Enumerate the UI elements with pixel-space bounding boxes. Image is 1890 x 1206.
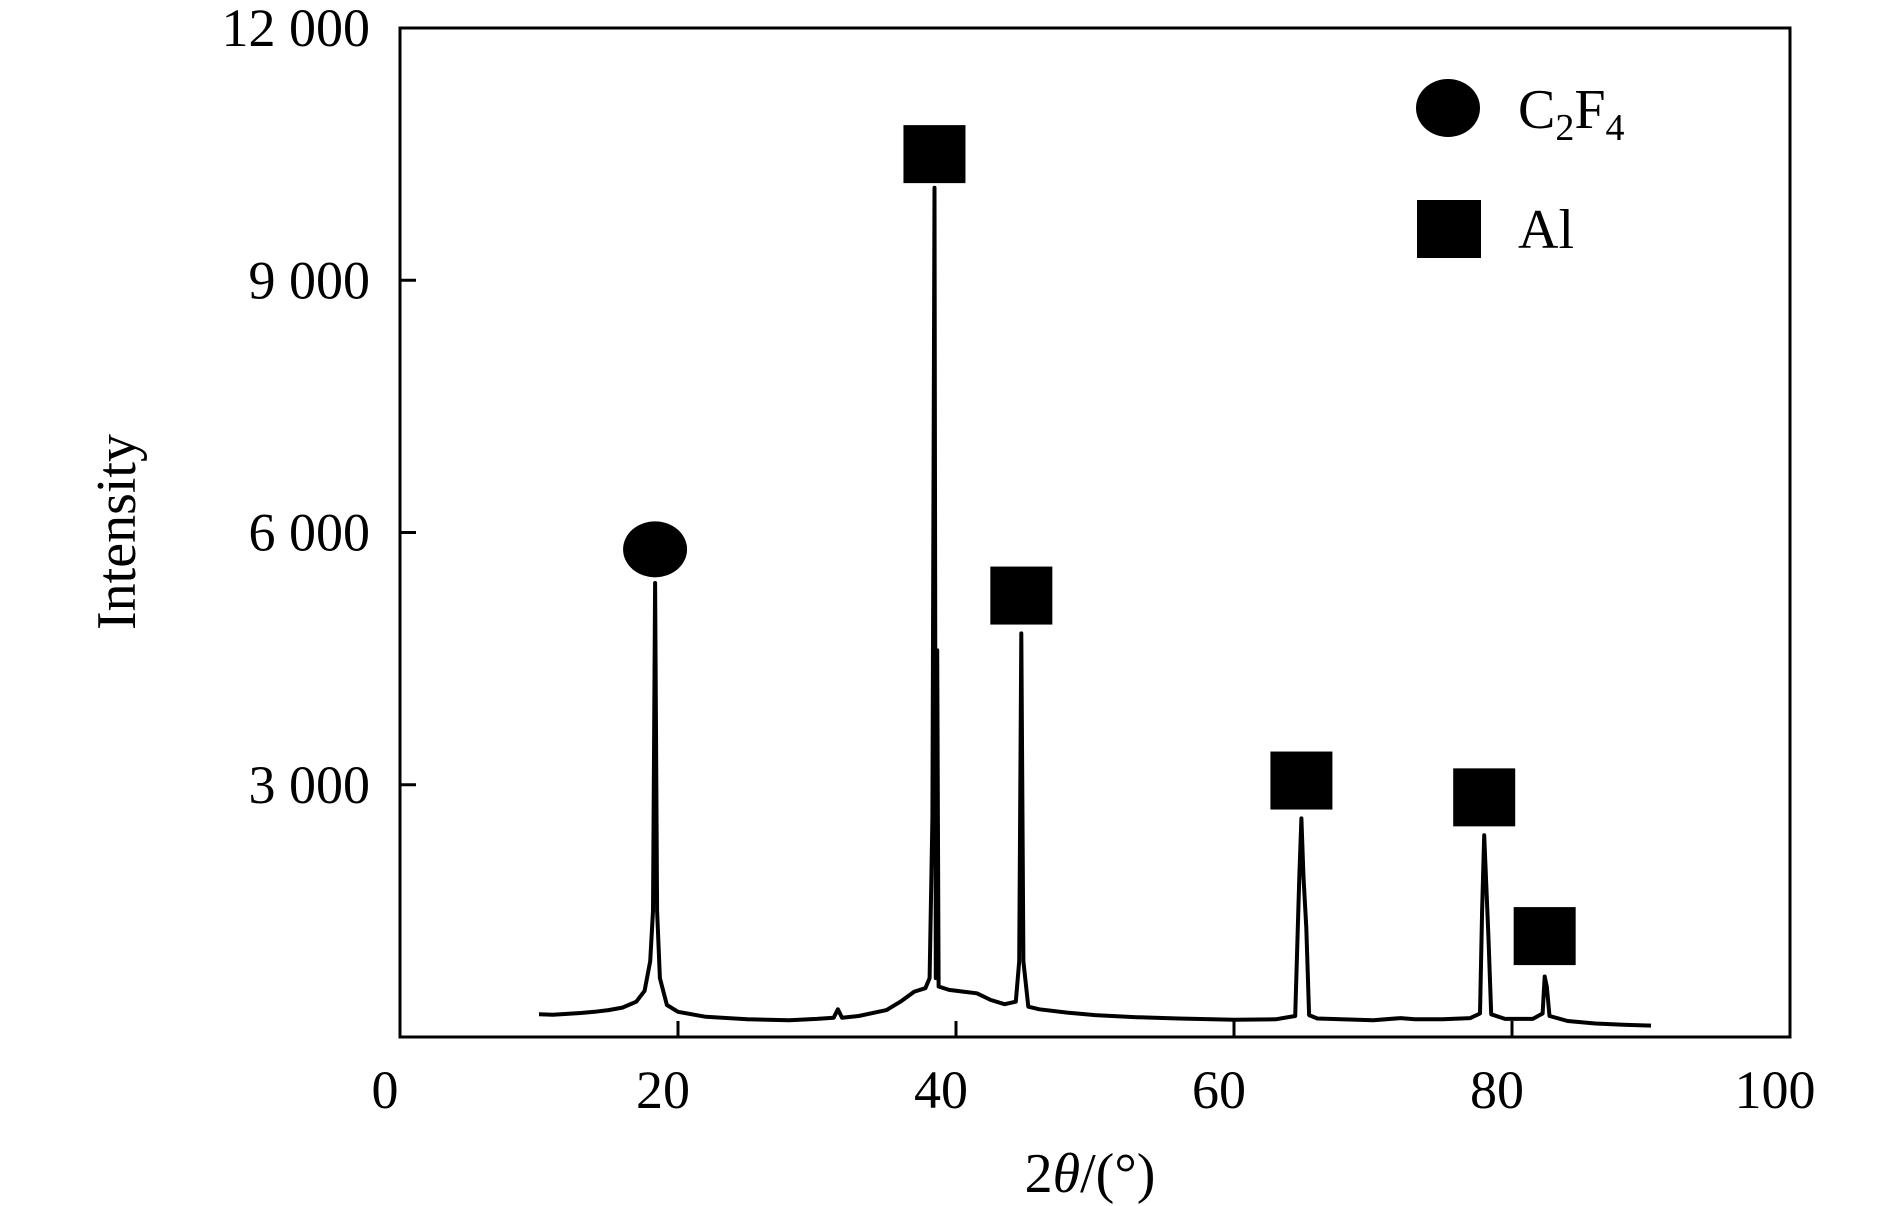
legend-c2f4-c: C	[1518, 79, 1555, 141]
y-axis-title: Intensity	[86, 434, 148, 630]
x-tick-label: 0	[372, 1060, 399, 1120]
legend: C2F4 Al	[1416, 79, 1625, 261]
legend-c2f4-sub-2: 2	[1555, 107, 1574, 149]
y-tick-label: 6 000	[249, 503, 371, 563]
peak-marker-al	[1513, 907, 1576, 966]
y-tick-label: 12 000	[222, 0, 371, 58]
legend-square-marker	[1417, 200, 1481, 258]
x-tick-label: 20	[636, 1060, 690, 1120]
peak-marker-c2f4	[623, 521, 688, 578]
legend-circle-marker	[1416, 79, 1480, 137]
phase-markers	[623, 125, 1576, 966]
peak-marker-al	[1453, 768, 1516, 827]
x-tick-label: 40	[914, 1060, 968, 1120]
legend-c2f4-sub-4: 4	[1606, 107, 1625, 149]
series-line-xrd-pattern	[538, 185, 1652, 1028]
x-tick-label: 60	[1192, 1060, 1246, 1120]
x-axis-title-suffix: /(°)	[1080, 1143, 1155, 1205]
legend-c2f4-f: F	[1574, 79, 1605, 141]
peak-marker-al	[903, 125, 966, 184]
x-tick-label: 80	[1470, 1060, 1524, 1120]
peak-marker-al	[1270, 751, 1333, 810]
y-axis: 3 000 6 000 9 000 12 000	[222, 0, 416, 815]
peak-marker-al	[990, 566, 1053, 625]
x-axis: 0 20 40 60 80 100	[372, 1021, 1816, 1120]
x-axis-title-theta: θ	[1053, 1143, 1081, 1205]
x-axis-title-prefix: 2	[1025, 1143, 1053, 1205]
legend-label-c2f4: C2F4	[1518, 79, 1625, 149]
x-axis-title: 2θ/(°)	[1025, 1143, 1156, 1205]
plot-frame	[398, 26, 1792, 1039]
y-tick-label: 9 000	[249, 250, 371, 310]
x-tick-label: 100	[1735, 1060, 1816, 1120]
y-tick-label: 3 000	[249, 755, 371, 815]
legend-label-al: Al	[1518, 199, 1574, 261]
